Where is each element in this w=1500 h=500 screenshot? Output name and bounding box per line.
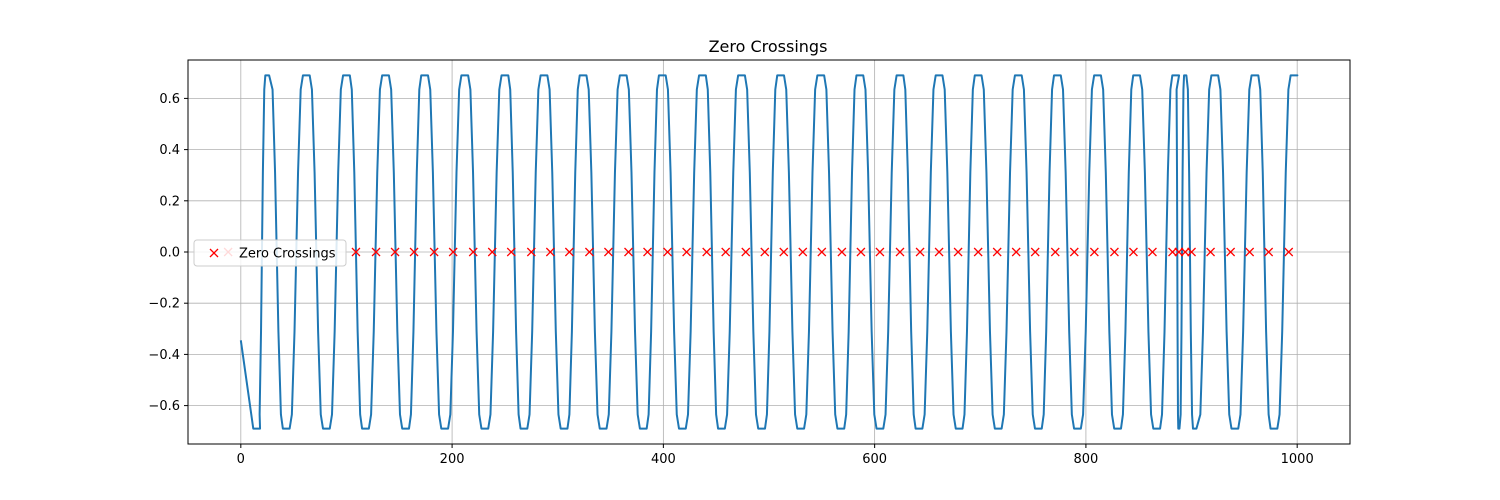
y-tick-label: 0.2 <box>159 194 180 209</box>
zero-crossing-marker <box>409 247 419 257</box>
zero-crossing-marker <box>682 247 692 257</box>
zero-crossing-marker <box>721 247 731 257</box>
zero-crossing-marker <box>1069 247 1079 257</box>
zero-crossing-marker <box>526 247 536 257</box>
zero-crossing-marker <box>390 247 400 257</box>
zero-crossing-marker <box>1050 247 1060 257</box>
zero-crossing-marker <box>1168 247 1177 257</box>
zero-crossing-marker <box>371 247 381 257</box>
zero-crossing-marker <box>915 247 925 257</box>
zero-crossing-marker <box>429 247 439 257</box>
zero-crossing-marker <box>1264 247 1274 257</box>
zero-crossing-marker <box>663 247 673 257</box>
y-tick-label: −0.2 <box>148 297 180 312</box>
zero-crossing-marker <box>1245 247 1255 257</box>
x-tick-label: 1000 <box>1281 452 1314 467</box>
zero-crossing-markers <box>223 247 1294 257</box>
zero-crossing-marker <box>1284 247 1294 257</box>
zero-crossing-marker <box>643 247 652 257</box>
x-tick-label: 400 <box>651 452 676 467</box>
grid <box>188 60 1350 444</box>
zero-crossing-marker <box>1148 247 1157 257</box>
zero-crossing-marker <box>487 247 497 257</box>
zero-crossing-marker <box>856 247 866 257</box>
legend-label: Zero Crossings <box>239 247 336 262</box>
legend: Zero Crossings <box>193 239 347 267</box>
zero-crossing-marker <box>584 247 594 257</box>
zero-crossing-marker <box>1128 247 1138 257</box>
y-tick-label: 0.6 <box>159 92 180 107</box>
x-tick-label: 600 <box>862 452 887 467</box>
zero-crossing-marker <box>817 247 827 257</box>
zero-crossing-marker <box>953 247 963 257</box>
legend-box <box>193 239 347 267</box>
zero-crossing-marker <box>992 247 1002 257</box>
zero-crossing-marker <box>603 247 613 257</box>
zero-crossing-marker <box>798 247 808 257</box>
signal-line <box>239 74 1299 430</box>
zero-crossing-marker <box>1089 247 1099 257</box>
zero-crossing-marker <box>760 247 770 257</box>
legend-marker <box>209 248 219 258</box>
zero-crossing-marker <box>875 247 885 257</box>
zero-crossing-marker <box>1226 247 1236 257</box>
zero-crossing-marker <box>351 247 361 257</box>
zero-crossing-marker <box>545 247 555 257</box>
y-tick-label: 0.4 <box>159 143 180 158</box>
zero-crossing-marker <box>624 247 633 257</box>
zero-crossing-marker <box>448 247 458 257</box>
y-tick-label: 0.0 <box>159 246 180 261</box>
ticks: 0 200 400 600 800 1000 −0.6 −0.4 −0.2 0.0 0.2 0.4 0.… <box>148 92 1313 467</box>
zero-crossing-marker <box>895 247 905 257</box>
zero-crossing-marker <box>741 247 751 257</box>
zero-crossing-marker <box>1206 247 1216 257</box>
zero-crossing-marker <box>973 247 983 257</box>
zero-crossing-marker <box>1030 247 1040 257</box>
zero-crossing-marker <box>1174 247 1184 257</box>
zero-crossing-marker <box>506 247 516 257</box>
x-tick-label: 0 <box>237 452 245 467</box>
chart-title: Zero Crossings <box>709 37 828 56</box>
zero-crossing-marker <box>1180 247 1190 257</box>
zero-crossing-marker <box>779 247 789 257</box>
zero-crossing-marker <box>1109 247 1119 257</box>
zero-crossing-marker <box>702 247 712 257</box>
x-tick-label: 200 <box>440 452 465 467</box>
series-layer <box>239 74 1299 430</box>
zero-crossing-marker <box>468 247 478 257</box>
y-tick-label: −0.6 <box>148 399 180 414</box>
y-tick-label: −0.4 <box>148 348 180 363</box>
x-tick-label: 800 <box>1073 452 1098 467</box>
zero-crossing-marker <box>837 247 847 257</box>
zero-crossing-marker <box>1011 247 1021 257</box>
zero-crossing-marker <box>934 247 944 257</box>
zero-crossing-marker <box>564 247 574 257</box>
zero-crossing-marker <box>1187 247 1197 257</box>
